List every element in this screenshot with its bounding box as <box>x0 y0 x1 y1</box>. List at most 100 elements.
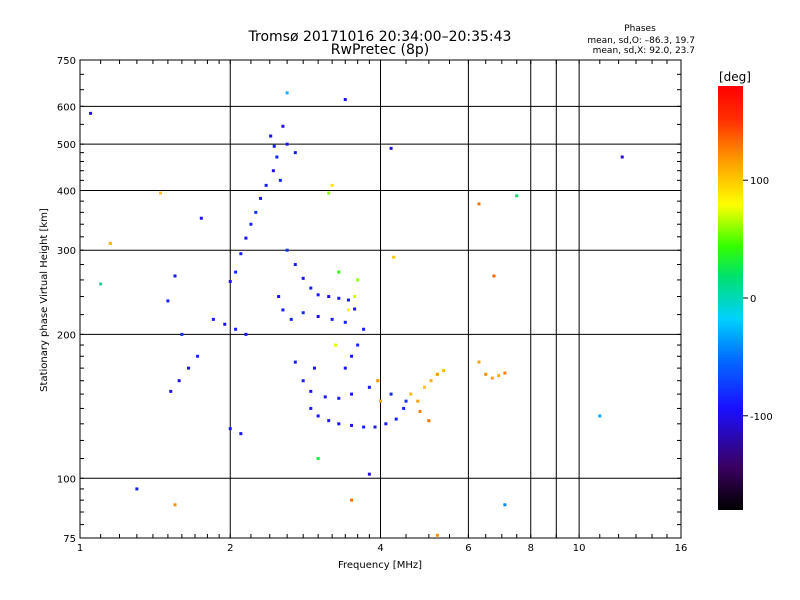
chart-subtitle: RwPretec (8p) <box>331 42 429 58</box>
data-point <box>353 307 357 311</box>
data-point <box>281 124 285 128</box>
data-point <box>323 395 327 399</box>
data-point <box>173 274 177 278</box>
data-point <box>293 263 297 267</box>
x-tick-label: 1 <box>77 543 83 554</box>
data-point <box>309 406 313 410</box>
x-axis-ticks: 1 2 4 6 8 10 16 <box>77 60 688 554</box>
data-point <box>272 144 276 148</box>
data-point <box>404 399 408 403</box>
data-point <box>418 409 422 413</box>
data-point <box>199 216 203 220</box>
data-point <box>281 308 285 312</box>
data-point <box>497 374 501 378</box>
data-point <box>254 210 258 214</box>
x-tick-label: 10 <box>573 543 586 554</box>
data-point <box>177 379 181 383</box>
data-point <box>503 503 507 507</box>
data-point <box>356 278 360 282</box>
data-points <box>89 91 624 537</box>
colorbar-tick-label: 100 <box>750 176 769 187</box>
y-tick-label: 400 <box>57 186 76 197</box>
data-point <box>490 376 494 380</box>
y-axis-label: Stationary phase Virtual Height [km] <box>39 208 50 392</box>
grid <box>80 60 681 538</box>
data-point <box>598 414 602 418</box>
data-point <box>343 98 347 102</box>
y-tick-label: 75 <box>63 534 76 545</box>
data-point <box>234 327 238 331</box>
colorbar <box>718 86 743 510</box>
data-point <box>271 169 275 173</box>
data-point <box>384 422 388 426</box>
data-point <box>249 222 253 226</box>
data-point <box>620 155 624 159</box>
x-tick-label: 4 <box>377 543 383 554</box>
data-point <box>330 317 334 321</box>
y-tick-label: 600 <box>57 102 76 113</box>
data-point <box>515 194 519 198</box>
x-tick-label: 16 <box>675 543 688 554</box>
data-point <box>316 456 320 460</box>
stats-line-x: mean, sd,X: 92.0, 23.7 <box>593 46 695 56</box>
data-point <box>362 327 366 331</box>
data-point <box>429 379 433 383</box>
data-point <box>135 487 139 491</box>
y-tick-label: 500 <box>57 140 76 151</box>
data-point <box>259 196 263 200</box>
data-point <box>309 286 313 290</box>
colorbar-tick-label: 0 <box>750 294 756 305</box>
data-point <box>416 399 420 403</box>
data-point <box>350 423 354 427</box>
data-point <box>346 308 350 312</box>
data-point <box>389 146 393 150</box>
data-point <box>350 354 354 358</box>
data-point <box>316 314 320 318</box>
data-point <box>484 372 488 376</box>
x-axis-label: Frequency [MHz] <box>338 560 422 571</box>
data-point <box>330 183 334 187</box>
data-point <box>402 406 406 410</box>
data-point <box>346 298 350 302</box>
data-point <box>379 399 382 403</box>
data-point <box>228 427 232 431</box>
data-point <box>333 343 337 347</box>
chart-title: Tromsø 20171016 20:34:00–20:35:43 <box>248 29 512 45</box>
data-point <box>394 417 398 421</box>
data-point <box>223 322 227 326</box>
colorbar-ticks: 100 0 -100 <box>743 176 773 423</box>
data-point <box>99 282 103 286</box>
data-point <box>316 293 320 297</box>
data-point <box>312 366 316 370</box>
data-point <box>337 422 341 426</box>
data-point <box>503 371 507 375</box>
data-point <box>169 389 173 393</box>
data-point <box>234 270 238 274</box>
data-point <box>492 274 496 278</box>
data-point <box>239 432 243 436</box>
data-point <box>367 472 371 476</box>
data-point <box>435 372 439 376</box>
data-point <box>477 360 481 364</box>
x-tick-label: 2 <box>227 543 233 554</box>
data-point <box>278 178 282 182</box>
data-point <box>337 270 341 274</box>
y-tick-label: 300 <box>57 246 76 257</box>
y-axis-ticks: 75 100 200 300 400 500 600 750 <box>57 56 681 545</box>
data-point <box>309 389 313 393</box>
y-tick-label: 100 <box>57 474 76 485</box>
data-point <box>180 332 184 336</box>
data-point <box>244 236 248 240</box>
data-point <box>409 392 413 396</box>
data-point <box>327 419 331 423</box>
stats-heading: Phases <box>624 24 656 34</box>
data-point <box>353 295 357 299</box>
data-point <box>350 392 354 396</box>
data-point <box>350 498 354 502</box>
data-point <box>427 419 431 423</box>
data-point <box>376 379 380 383</box>
colorbar-label: [deg] <box>719 70 751 84</box>
data-point <box>159 191 163 195</box>
